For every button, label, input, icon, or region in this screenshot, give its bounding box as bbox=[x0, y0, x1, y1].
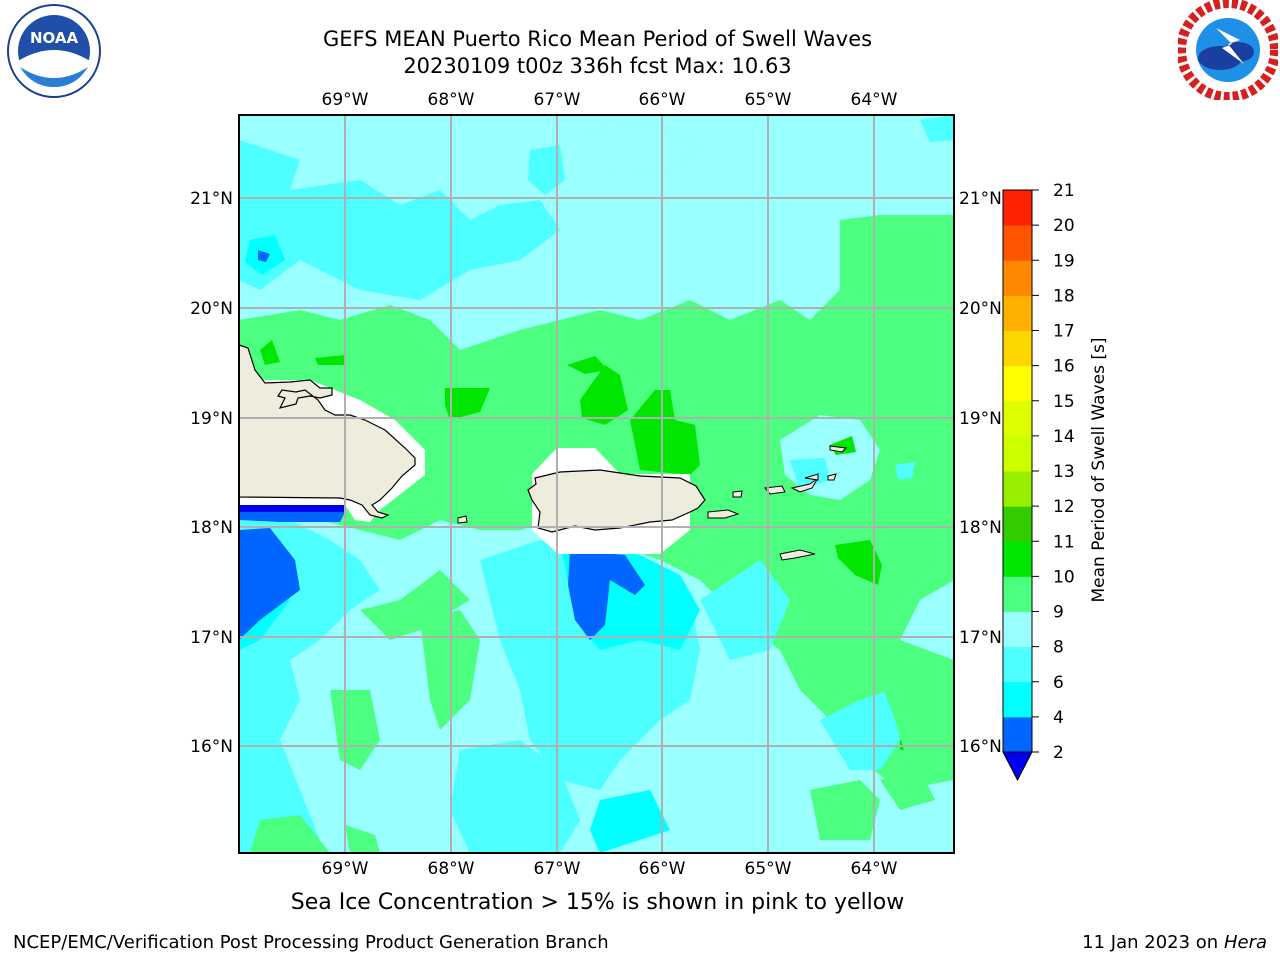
map-frame bbox=[238, 114, 955, 854]
colorbar-bin bbox=[1003, 190, 1032, 226]
colorbar-bin bbox=[1003, 541, 1032, 577]
lon-label: 65°W bbox=[745, 90, 792, 110]
colorbar-bin bbox=[1003, 260, 1032, 296]
colorbar-tick-label: 2 bbox=[1053, 743, 1064, 763]
colorbar-tick-label: 4 bbox=[1053, 708, 1064, 728]
lat-label: 20°N bbox=[959, 299, 1002, 319]
lat-labels-left: 21°N 20°N 19°N 18°N 17°N 16°N bbox=[190, 189, 233, 757]
map-title: GEFS MEAN Puerto Rico Mean Period of Swe… bbox=[322, 27, 873, 51]
land-puerto-rico bbox=[527, 469, 706, 533]
lat-label: 21°N bbox=[190, 189, 233, 209]
colorbar-bin bbox=[1003, 400, 1032, 437]
lat-label: 18°N bbox=[959, 518, 1002, 538]
colorbar-tick-label: 9 bbox=[1053, 603, 1064, 623]
lon-label: 66°W bbox=[639, 859, 686, 879]
lat-labels-right: 21°N 20°N 19°N 18°N 17°N 16°N bbox=[959, 189, 1002, 757]
colorbar-tick-label: 14 bbox=[1053, 427, 1075, 447]
lon-label: 68°W bbox=[428, 859, 475, 879]
footer-credit: NCEP/EMC/Verification Post Processing Pr… bbox=[13, 932, 609, 953]
colorbar-bin bbox=[1003, 471, 1032, 507]
lon-label: 69°W bbox=[322, 90, 369, 110]
colorbar-tick-label: 13 bbox=[1053, 462, 1075, 482]
lon-label: 67°W bbox=[534, 859, 581, 879]
colorbar-tick-label: 10 bbox=[1053, 567, 1075, 587]
lon-label: 65°W bbox=[745, 859, 792, 879]
lat-label: 16°N bbox=[190, 737, 233, 757]
colorbar-tick-label: 16 bbox=[1053, 357, 1075, 377]
colorbar-tick-label: 18 bbox=[1053, 286, 1075, 306]
colorbar-bin bbox=[1003, 646, 1032, 683]
lat-label: 20°N bbox=[190, 299, 233, 319]
lon-label: 67°W bbox=[534, 90, 581, 110]
lat-label: 18°N bbox=[190, 518, 233, 538]
lon-label: 64°W bbox=[851, 859, 898, 879]
colorbar-tick-label: 19 bbox=[1053, 251, 1075, 271]
colorbar-tick-label: 12 bbox=[1053, 497, 1075, 517]
colorbar-bin bbox=[1003, 225, 1032, 261]
colorbar-under-arrow bbox=[1002, 751, 1033, 782]
land-hispaniola bbox=[239, 344, 416, 519]
colorbar-tick-label: 8 bbox=[1053, 638, 1064, 658]
lon-labels-top: 69°W 68°W 67°W 66°W 65°W 64°W bbox=[322, 90, 898, 110]
colorbar-tick-label: 21 bbox=[1053, 181, 1075, 201]
graticule bbox=[239, 115, 954, 853]
lon-label: 64°W bbox=[851, 90, 898, 110]
contour-field bbox=[239, 115, 954, 853]
lat-label: 17°N bbox=[959, 628, 1002, 648]
colorbar-bin bbox=[1003, 681, 1032, 718]
colorbar-bin bbox=[1003, 330, 1032, 367]
colorbar-tick-label: 15 bbox=[1053, 392, 1075, 412]
colorbar-tick-label: 20 bbox=[1053, 216, 1075, 236]
lon-labels-bottom: 69°W 68°W 67°W 66°W 65°W 64°W bbox=[322, 859, 898, 879]
colorbar-bin bbox=[1003, 295, 1032, 331]
lat-label: 17°N bbox=[190, 628, 233, 648]
colorbar-bin bbox=[1003, 365, 1032, 402]
footer-host: Hera bbox=[1223, 932, 1267, 953]
sea-ice-note: Sea Ice Concentration > 15% is shown in … bbox=[290, 890, 905, 915]
colorbar-bin bbox=[1003, 506, 1032, 542]
colorbar-tick-label: 17 bbox=[1053, 322, 1075, 342]
lat-label: 21°N bbox=[959, 189, 1002, 209]
footer-date: 11 Jan 2023 on Hera bbox=[1082, 932, 1267, 953]
lat-label: 19°N bbox=[190, 409, 233, 429]
lat-label: 19°N bbox=[959, 409, 1002, 429]
noaa-logo: NOAA bbox=[6, 3, 102, 103]
colorbar-bin bbox=[1003, 435, 1032, 472]
lat-label: 16°N bbox=[959, 737, 1002, 757]
map-subtitle-forecast: 20230109 t00z 336h fcst Max: 10.63 bbox=[403, 54, 792, 78]
lon-label: 68°W bbox=[428, 90, 475, 110]
footer-date-text: 11 Jan 2023 on bbox=[1082, 932, 1224, 953]
colorbar-bin bbox=[1003, 576, 1032, 612]
colorbar-label: Mean Period of Swell Waves [s] bbox=[1089, 338, 1109, 603]
nws-logo bbox=[1176, 0, 1280, 104]
colorbar-bin bbox=[1003, 611, 1032, 648]
colorbar: 2 4 6 8 9 10 11 12 13 14 15 16 17 18 19 20 21 bbox=[1002, 181, 1075, 782]
colorbar-bin bbox=[1003, 716, 1032, 753]
lon-label: 69°W bbox=[322, 859, 369, 879]
colorbar-tick-label: 11 bbox=[1053, 532, 1075, 552]
noaa-logo-text: NOAA bbox=[30, 29, 79, 47]
colorbar-tick-label: 6 bbox=[1053, 673, 1064, 693]
lon-label: 66°W bbox=[639, 90, 686, 110]
